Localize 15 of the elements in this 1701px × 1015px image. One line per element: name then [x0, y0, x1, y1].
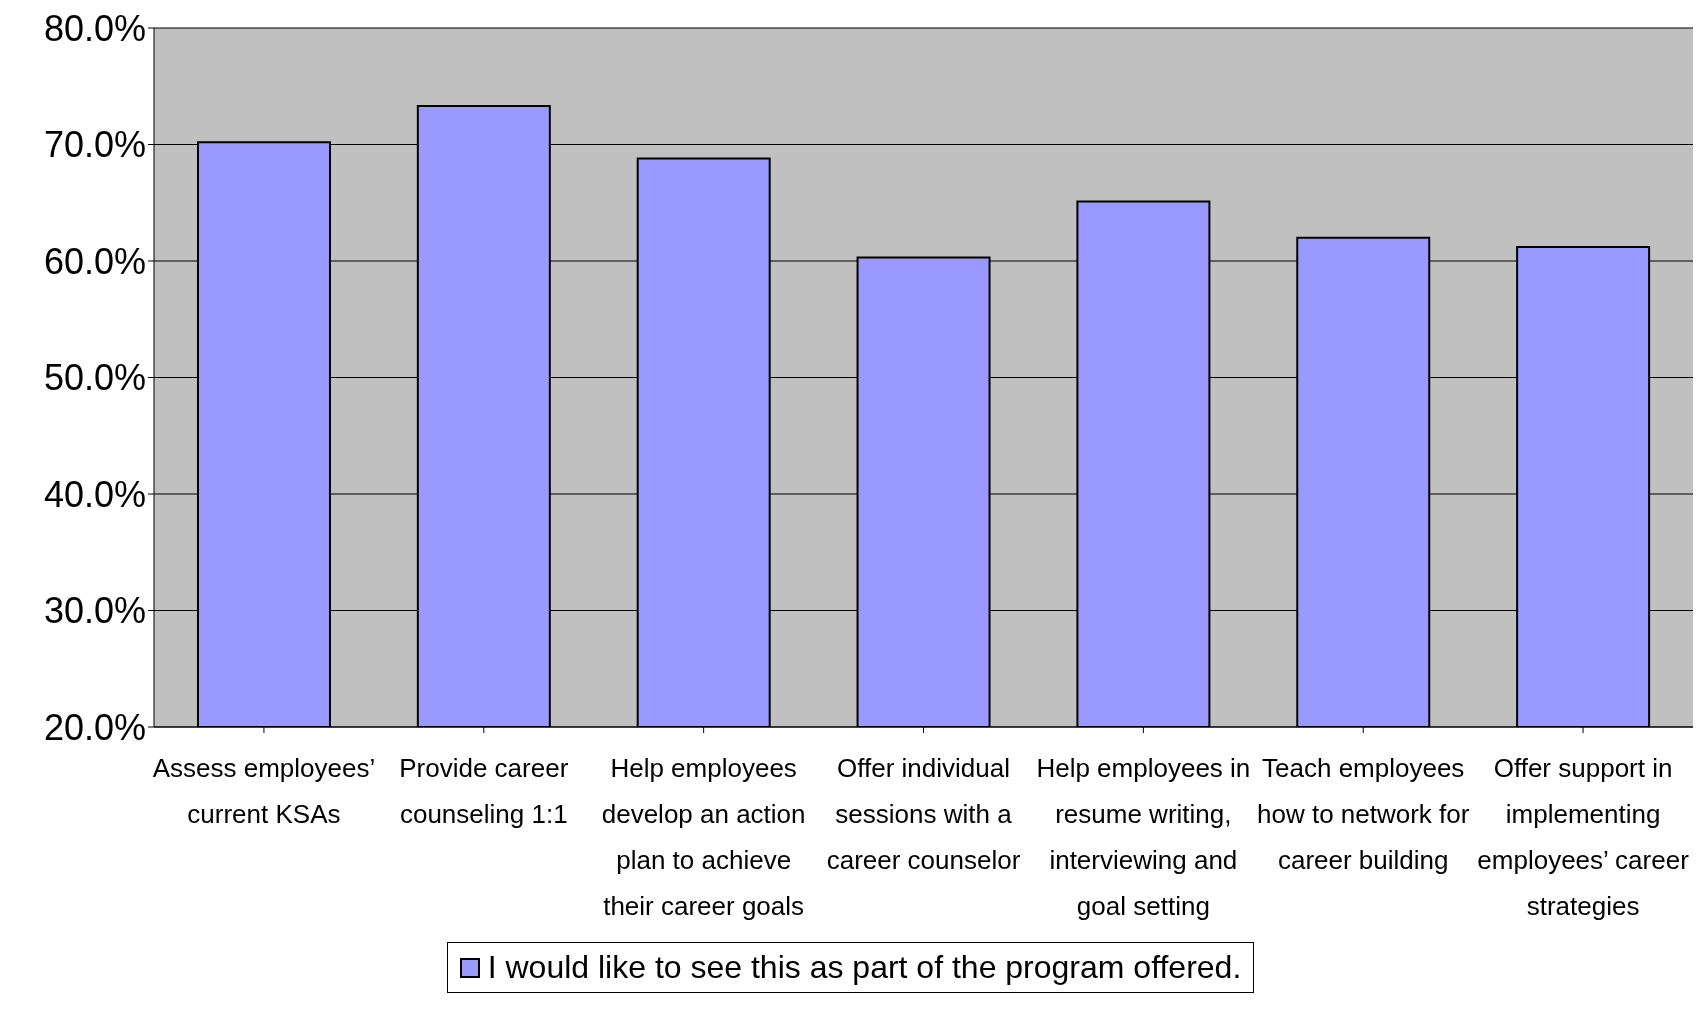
x-tick-label: Teach employees how to network for career building [1257, 753, 1470, 875]
x-tick-label: Assess employees’ current KSAs [152, 753, 376, 829]
x-tick-label: Provide career counseling 1:1 [399, 753, 569, 829]
y-tick-label: 20.0% [43, 706, 146, 748]
legend-label: I would like to see this as part of the program offered. [486, 949, 1242, 986]
y-tick-label: 40.0% [43, 473, 146, 515]
x-tick-label: Help employees in resume writing, interviewing and goal setting [1036, 753, 1251, 921]
y-tick-label: 80.0% [43, 7, 146, 49]
y-tick-label: 70.0% [43, 124, 146, 166]
x-tick-label: Offer individual sessions with a career counselor [826, 753, 1021, 875]
x-tick-label: Offer support in implementing employees’ career strategies [1477, 753, 1690, 921]
y-tick-label: 60.0% [43, 240, 146, 282]
x-tick-label: Help employees develop an action plan to achieve their career goals [601, 753, 806, 921]
y-tick-label: 50.0% [43, 357, 146, 399]
y-tick-label: 30.0% [43, 590, 146, 632]
